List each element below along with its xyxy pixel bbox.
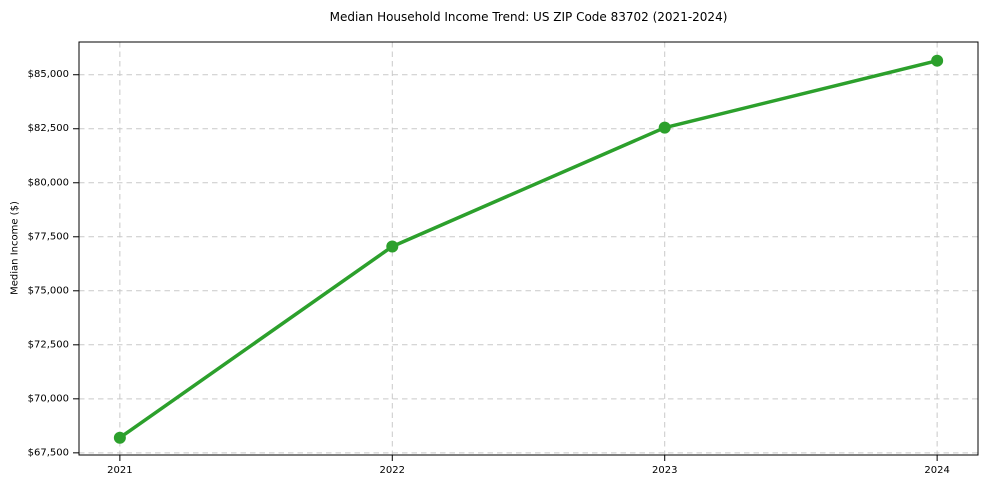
y-tick-label: $82,500 [28, 123, 69, 134]
x-tick-label: 2023 [652, 465, 677, 476]
trend-line [118, 58, 939, 440]
data-point-marker [386, 240, 399, 253]
x-tick-label: 2022 [380, 465, 405, 476]
y-tick-label: $70,000 [28, 393, 69, 404]
axes-spines [78, 41, 979, 456]
y-tick-label: $80,000 [28, 177, 69, 188]
y-tick-label: $67,500 [28, 447, 69, 458]
chart-title: Median Household Income Trend: US ZIP Co… [329, 10, 728, 24]
y-tick-label: $77,500 [28, 231, 69, 242]
x-tick-label: 2024 [924, 465, 949, 476]
y-tick-label: $75,000 [28, 285, 69, 296]
y-tick-label: $85,000 [28, 69, 69, 80]
x-tick-label: 2021 [107, 465, 132, 476]
data-point-marker [658, 121, 671, 134]
data-point-marker [931, 54, 944, 67]
y-tick-label: $72,500 [28, 339, 69, 350]
data-point-marker [113, 431, 126, 444]
